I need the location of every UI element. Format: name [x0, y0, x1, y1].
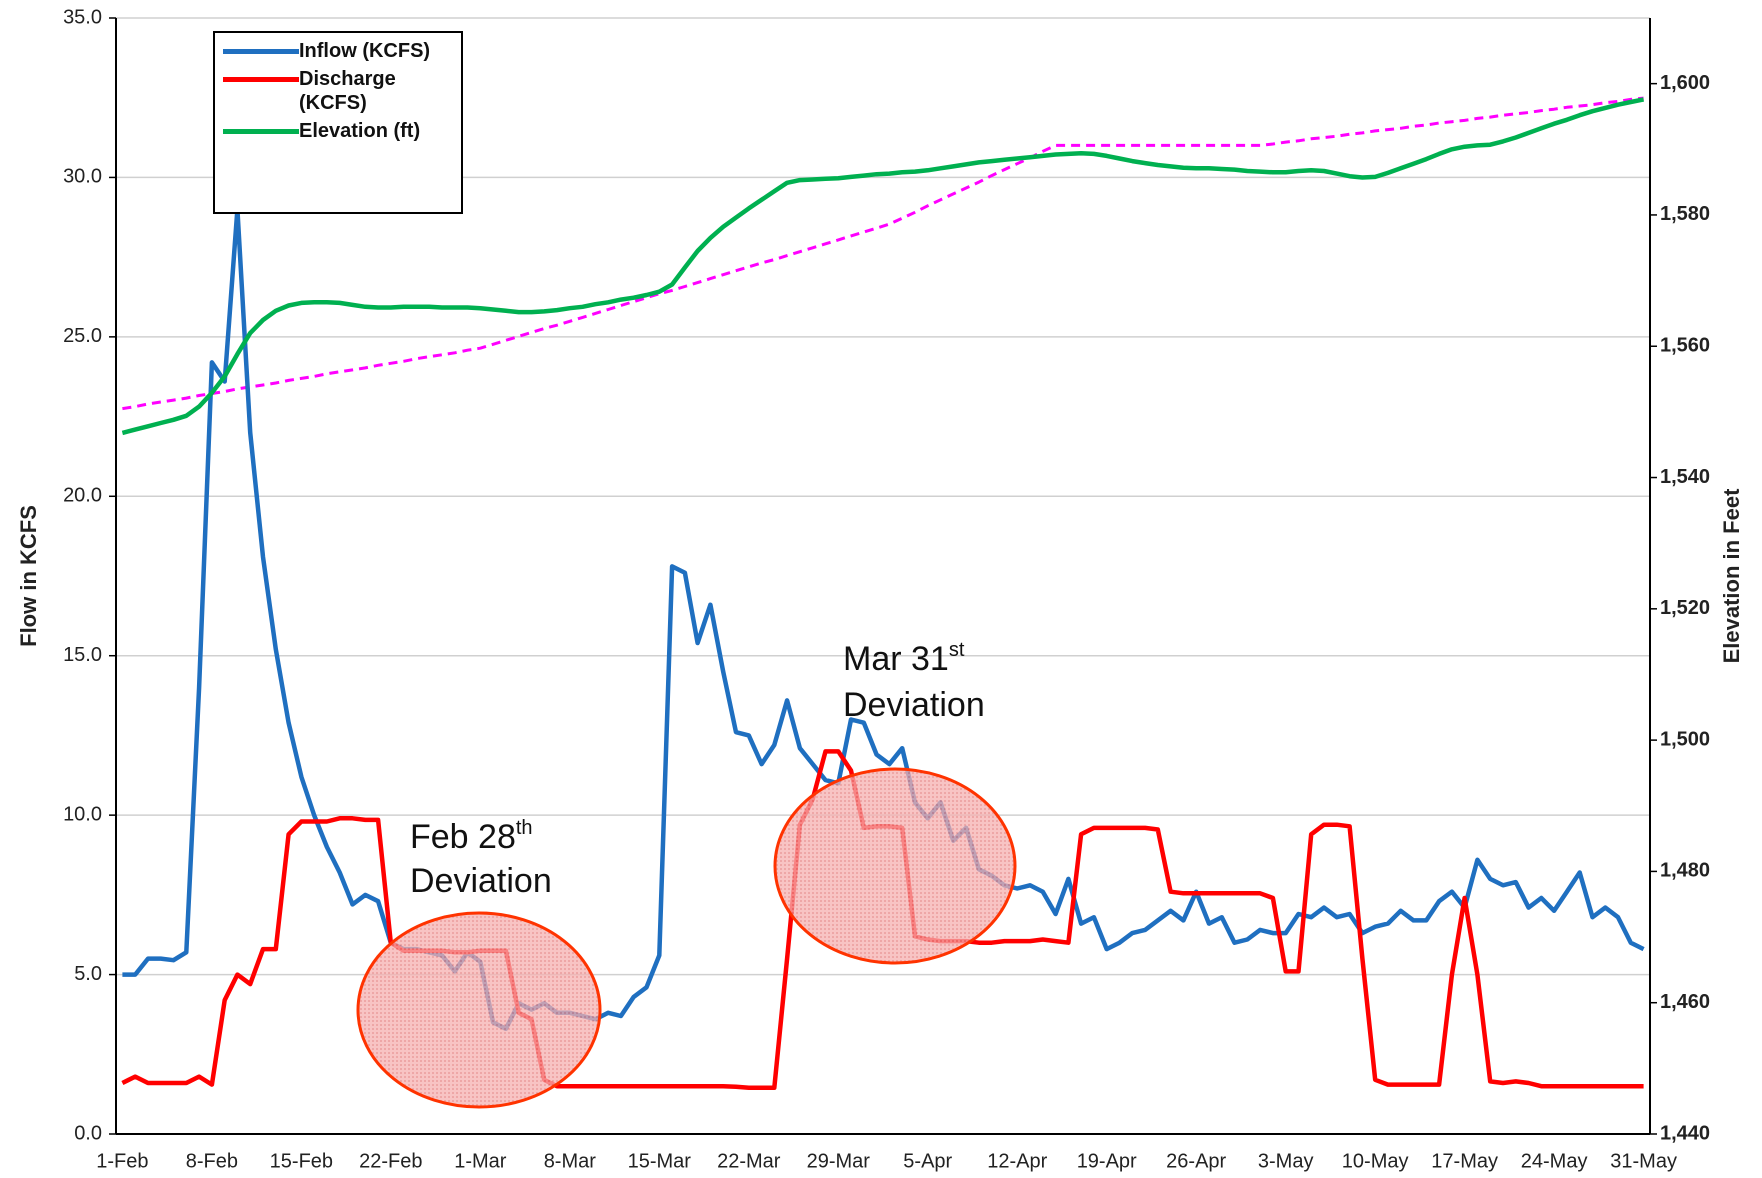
x-tick-label: 8-Mar — [544, 1150, 597, 1172]
legend-swatch — [223, 129, 299, 134]
x-tick-label: 8-Feb — [186, 1150, 238, 1172]
y2-tick-label: 1,540 — [1660, 466, 1710, 488]
axes: 0.0 5.0 10.0 15.0 20.0 25.0 30.0 35.0 1,440 1,460… — [63, 6, 1710, 1172]
annotation-sup: th — [516, 817, 533, 839]
annotation: Mar 31st — [843, 639, 965, 678]
annotation-text: Mar 31 — [843, 640, 949, 678]
x-tick-label: 10-May — [1342, 1150, 1409, 1172]
series-line — [121, 97, 1645, 436]
legend: Inflow (KCFS) Discharge (KCFS) Elevation (… — [213, 31, 463, 214]
x-tick-label: 15-Mar — [628, 1150, 692, 1172]
y2-tick-label: 1,560 — [1660, 335, 1710, 357]
y-tick-label: 0.0 — [74, 1122, 102, 1144]
x-tick-label: 31-May — [1610, 1150, 1677, 1172]
x-tick-label: 5-Apr — [903, 1150, 952, 1172]
highlight-ellipse — [773, 767, 1017, 965]
series-line — [122, 207, 1645, 1032]
y2-tick-label: 1,460 — [1660, 991, 1710, 1013]
y-tick-label: 35.0 — [63, 6, 102, 28]
annotation-text: Feb 28 — [410, 818, 516, 856]
x-tick-label: 15-Feb — [270, 1150, 333, 1172]
highlight-ellipse — [356, 911, 602, 1109]
y2-tick-label: 1,520 — [1660, 597, 1710, 619]
legend-item: Discharge (KCFS) — [223, 67, 453, 115]
y2-tick-label: 1,600 — [1660, 72, 1710, 94]
y2-tick-label: 1,480 — [1660, 860, 1710, 882]
y-tick-label: 15.0 — [63, 644, 102, 666]
legend-label: Inflow (KCFS) — [299, 40, 431, 62]
y-tick-label: 30.0 — [63, 166, 102, 188]
legend-swatch — [223, 49, 299, 54]
y2-tick-label: 1,440 — [1660, 1122, 1710, 1144]
x-tick-label: 24-May — [1521, 1150, 1588, 1172]
annotation-line: Deviation — [843, 686, 985, 724]
x-tick-label: 17-May — [1431, 1150, 1498, 1172]
x-tick-label: 22-Mar — [717, 1150, 781, 1172]
x-tick-label: 1-Feb — [96, 1150, 148, 1172]
legend-label: Discharge (KCFS) — [299, 68, 396, 114]
y2-tick-label: 1,580 — [1660, 203, 1710, 225]
y-axis-label: Flow in KCFS — [16, 505, 41, 647]
x-tick-label: 12-Apr — [987, 1150, 1047, 1172]
y2-axis-label: Elevation in Feet — [1719, 488, 1744, 663]
x-tick-label: 29-Mar — [807, 1150, 871, 1172]
x-tick-label: 19-Apr — [1077, 1150, 1137, 1172]
y-tick-label: 20.0 — [63, 485, 102, 507]
legend-label: Elevation (ft) — [299, 120, 421, 142]
y-tick-label: 10.0 — [63, 803, 102, 825]
legend-item: Inflow (KCFS) — [223, 39, 453, 63]
x-tick-label: 1-Mar — [454, 1150, 507, 1172]
annotation: Feb 28th — [410, 817, 533, 856]
legend-item: Elevation (ft) — [223, 119, 453, 143]
x-tick-label: 22-Feb — [359, 1150, 422, 1172]
y2-tick-label: 1,500 — [1660, 728, 1710, 750]
legend-swatch — [223, 77, 299, 82]
annotation-sup: st — [949, 639, 965, 661]
y-tick-label: 5.0 — [74, 963, 102, 985]
x-tick-label: 3-May — [1258, 1150, 1314, 1172]
y-tick-label: 25.0 — [63, 325, 102, 347]
x-tick-label: 26-Apr — [1166, 1150, 1226, 1172]
series-line — [122, 96, 1644, 411]
annotation-line: Deviation — [410, 862, 552, 900]
